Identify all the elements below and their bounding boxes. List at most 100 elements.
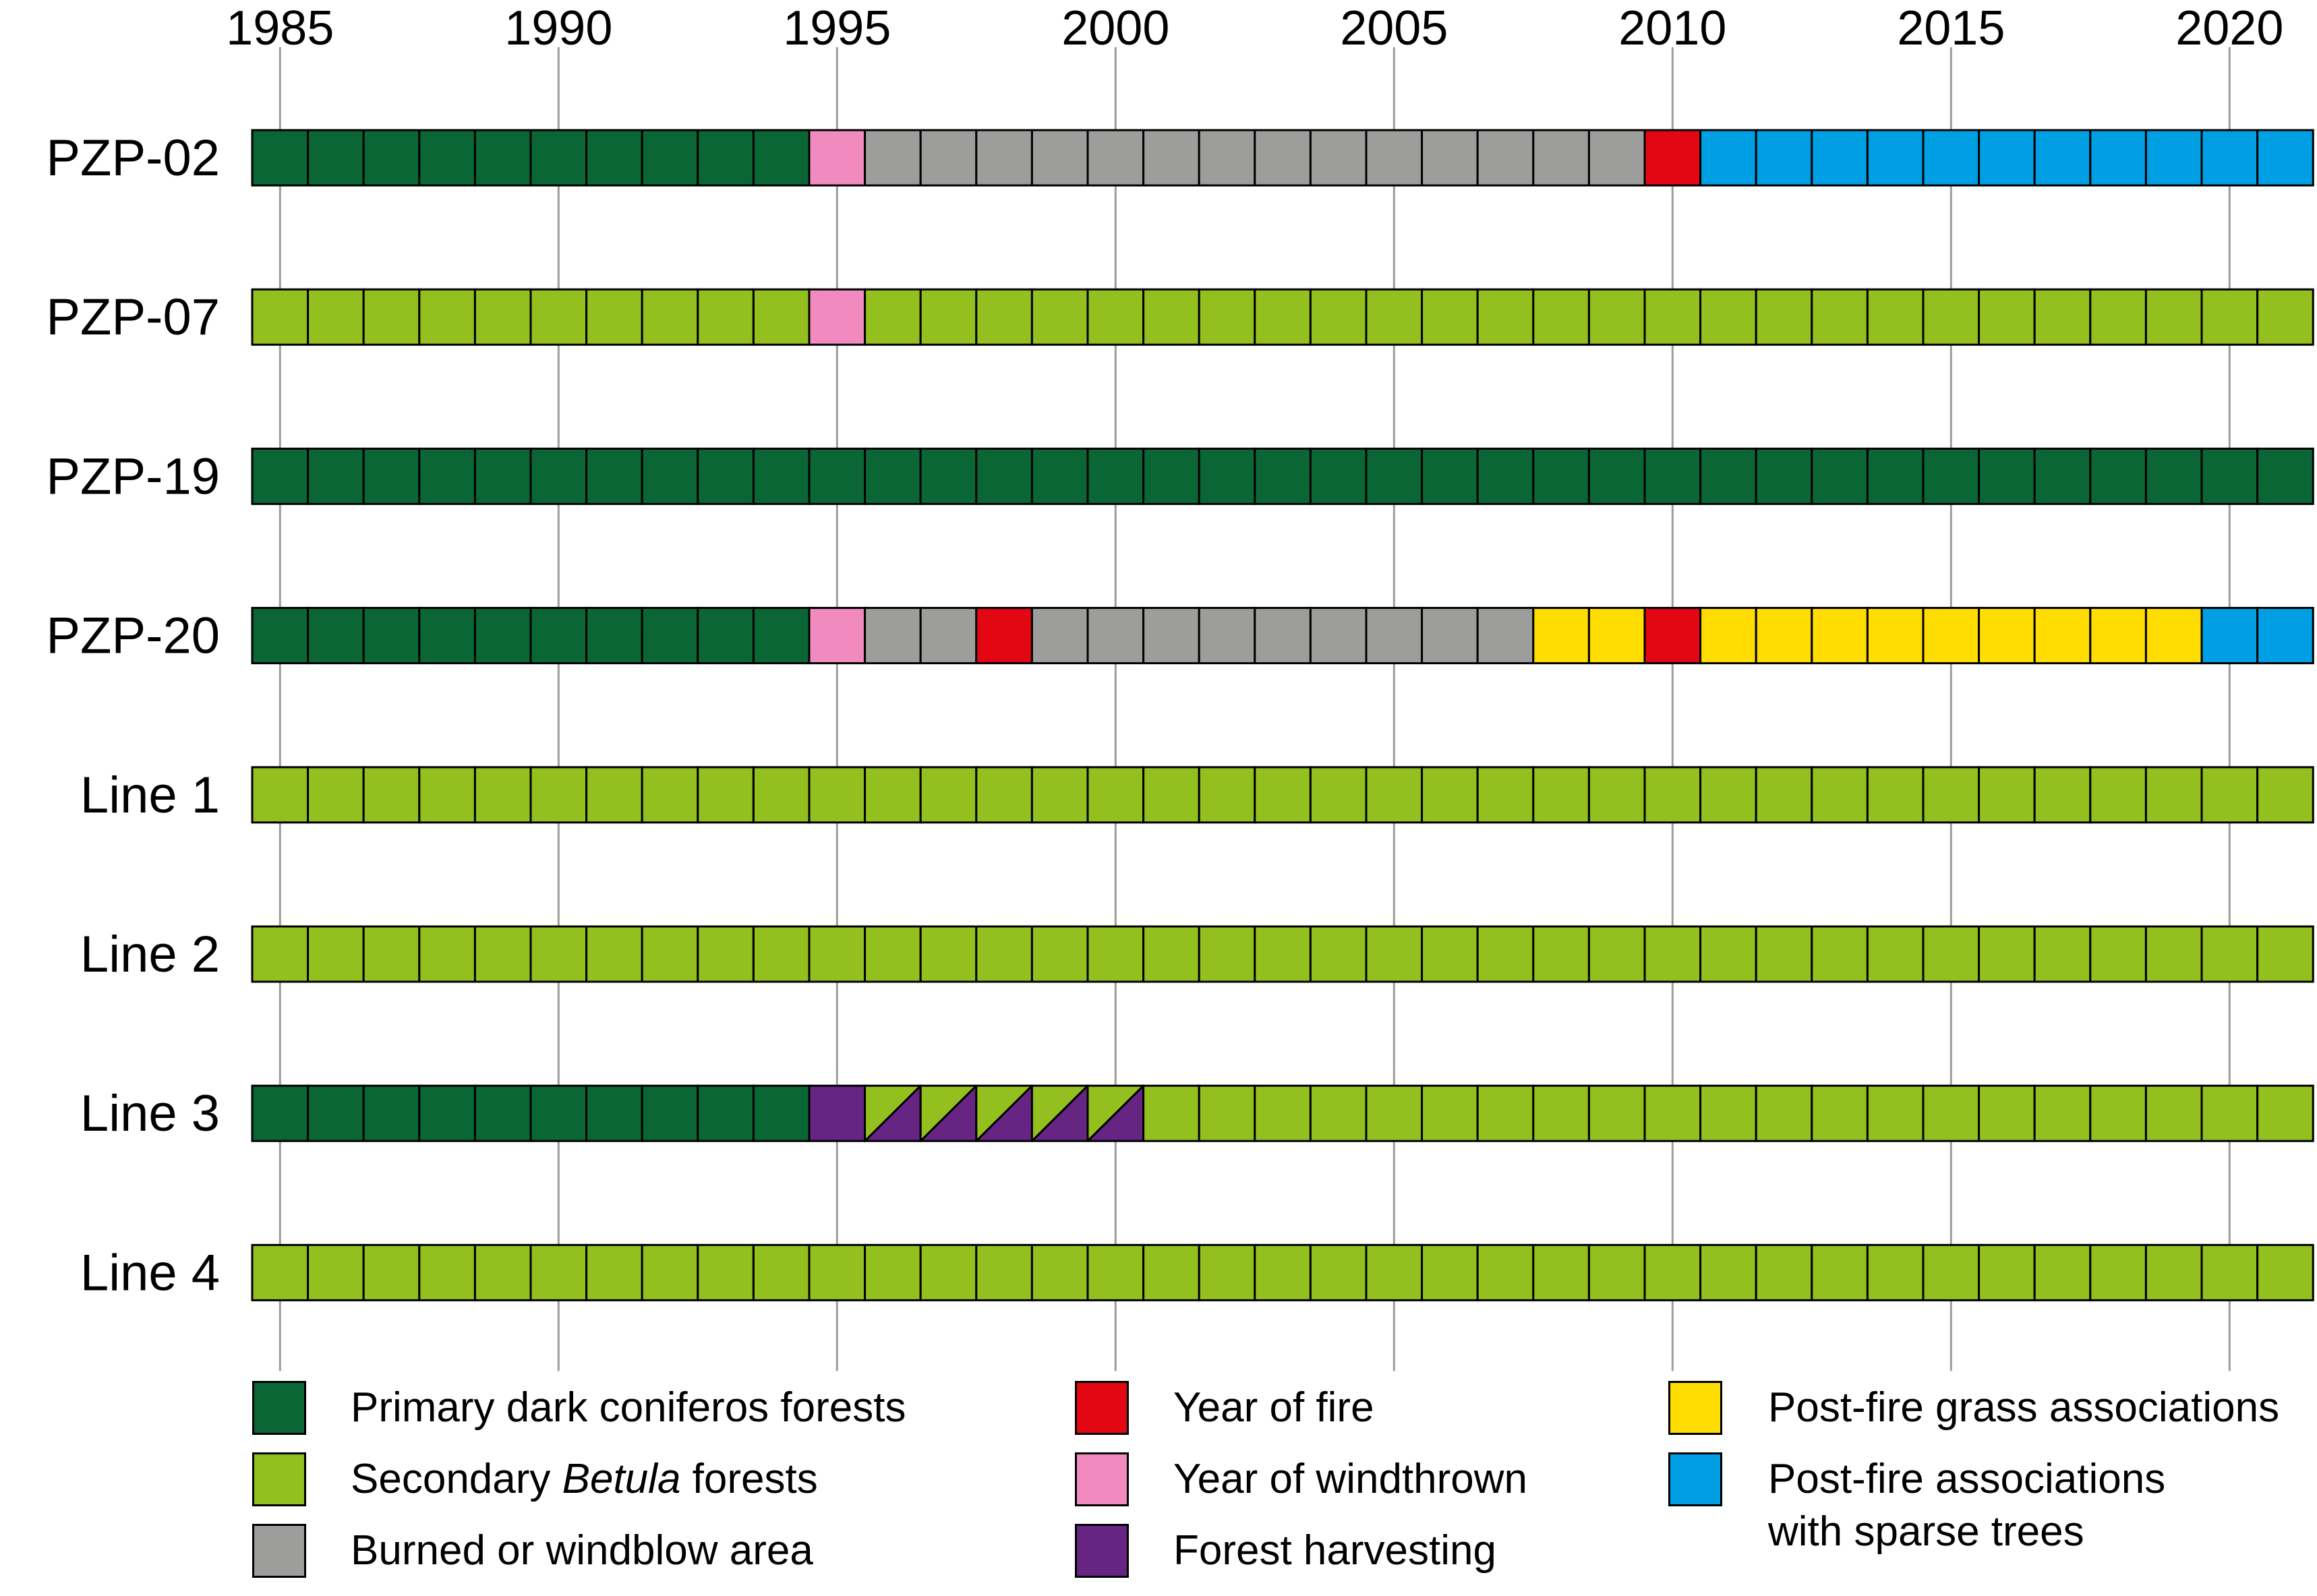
- year-cell: [1086, 925, 1145, 983]
- year-cell: [975, 766, 1033, 824]
- row-label: PZP-02: [46, 129, 220, 187]
- year-cell: [919, 288, 978, 346]
- year-cell: [1254, 1084, 1312, 1142]
- year-cell: [1755, 766, 1813, 824]
- year-cell: [1587, 1243, 1646, 1301]
- year-cell: [1142, 1243, 1200, 1301]
- year-cell: [808, 766, 867, 824]
- year-cell: [808, 129, 867, 187]
- row-label: PZP-19: [46, 448, 220, 505]
- year-cell: [1476, 1243, 1535, 1301]
- year-cell: [1866, 447, 1925, 505]
- legend-label-line: Post-fire grass associations: [1768, 1382, 2279, 1434]
- year-cell: [1365, 129, 1424, 187]
- year-cell: [1421, 447, 1479, 505]
- year-cell: [2089, 607, 2147, 665]
- year-cell-diagonal: [920, 1085, 977, 1142]
- year-cell: [1030, 447, 1089, 505]
- year-cell: [1587, 1084, 1646, 1142]
- year-cell: [1254, 1243, 1312, 1301]
- year-cell: [473, 1084, 532, 1142]
- year-cell: [418, 766, 476, 824]
- year-cell: [1755, 607, 1813, 665]
- year-cell: [1811, 447, 1869, 505]
- year-cell: [1142, 1084, 1200, 1142]
- year-cell: [1198, 129, 1256, 187]
- year-cell: [529, 288, 588, 346]
- year-cell: [1922, 129, 1981, 187]
- year-cell: [808, 1084, 867, 1142]
- year-cell: [641, 447, 699, 505]
- year-cell: [697, 925, 755, 983]
- x-tick-label: 2020: [2175, 1, 2283, 55]
- year-cell: [418, 447, 476, 505]
- year-cell: [585, 766, 643, 824]
- year-cell: [1532, 766, 1590, 824]
- year-cell: [2256, 1243, 2314, 1301]
- year-cell: [919, 607, 978, 665]
- year-cell: [808, 447, 867, 505]
- legend-label-line: Forest harvesting: [1173, 1525, 1496, 1577]
- row-label: PZP-07: [46, 289, 220, 346]
- timeline-row: PZP-19: [46, 447, 2314, 505]
- year-cell: [251, 925, 310, 983]
- year-cell: [2033, 288, 2092, 346]
- year-cell: [1643, 766, 1702, 824]
- year-cell: [529, 447, 588, 505]
- year-cell: [641, 129, 699, 187]
- year-cell: [2033, 607, 2092, 665]
- legend-text: with sparse trees: [1768, 1508, 2084, 1555]
- year-cell: [251, 129, 310, 187]
- x-tick-label: 2010: [1618, 1, 1726, 55]
- year-cell: [1643, 925, 1702, 983]
- year-cell: [1978, 766, 2036, 824]
- year-cell: [1811, 129, 1869, 187]
- legend-label: Post-fire associations with sparse trees: [1768, 1453, 2165, 1558]
- year-cell: [2033, 766, 2092, 824]
- year-cell: [1030, 1084, 1089, 1142]
- year-cell: [864, 129, 922, 187]
- year-cell: [641, 1084, 699, 1142]
- legend-label-line: Burned or windblow area: [351, 1525, 813, 1577]
- year-cell: [1755, 1084, 1813, 1142]
- year-cell: [418, 288, 476, 346]
- year-cell: [473, 288, 532, 346]
- legend-label-line: Secondary Betula forests: [351, 1453, 818, 1506]
- legend-label: Burned or windblow area: [351, 1525, 813, 1577]
- year-cell: [1922, 607, 1981, 665]
- year-cell: [251, 1084, 310, 1142]
- year-cell: [362, 447, 421, 505]
- year-cell: [864, 766, 922, 824]
- year-cell: [1532, 1084, 1590, 1142]
- year-cell: [864, 925, 922, 983]
- year-cell: [1476, 447, 1535, 505]
- year-cell: [1086, 607, 1145, 665]
- legend-text: Forest harvesting: [1173, 1527, 1496, 1574]
- year-cell: [1254, 925, 1312, 983]
- year-cell: [1086, 288, 1145, 346]
- year-cell: [697, 447, 755, 505]
- year-cell: [2033, 1084, 2092, 1142]
- legend-label-line: Year of windthrown: [1173, 1453, 1527, 1506]
- year-cell: [1922, 766, 1981, 824]
- year-cell: [1254, 447, 1312, 505]
- year-cell: [864, 1084, 922, 1142]
- year-cell: [752, 129, 811, 187]
- legend-label-line: Primary dark coniferos forests: [351, 1382, 906, 1434]
- legend-swatch: [1668, 1452, 1722, 1506]
- legend-label-line: Post-fire associations: [1768, 1453, 2165, 1506]
- year-cell: [1030, 1243, 1089, 1301]
- year-cell: [529, 925, 588, 983]
- year-cell: [1198, 447, 1256, 505]
- year-cell: [473, 925, 532, 983]
- year-cell: [1755, 1243, 1813, 1301]
- year-cell-diagonal: [864, 1085, 922, 1142]
- year-cell: [1198, 607, 1256, 665]
- year-cell: [1922, 925, 1981, 983]
- year-cell: [473, 129, 532, 187]
- year-cell: [1699, 607, 1757, 665]
- year-cell: [473, 447, 532, 505]
- year-cell: [641, 766, 699, 824]
- x-tick-label: 1990: [504, 1, 612, 55]
